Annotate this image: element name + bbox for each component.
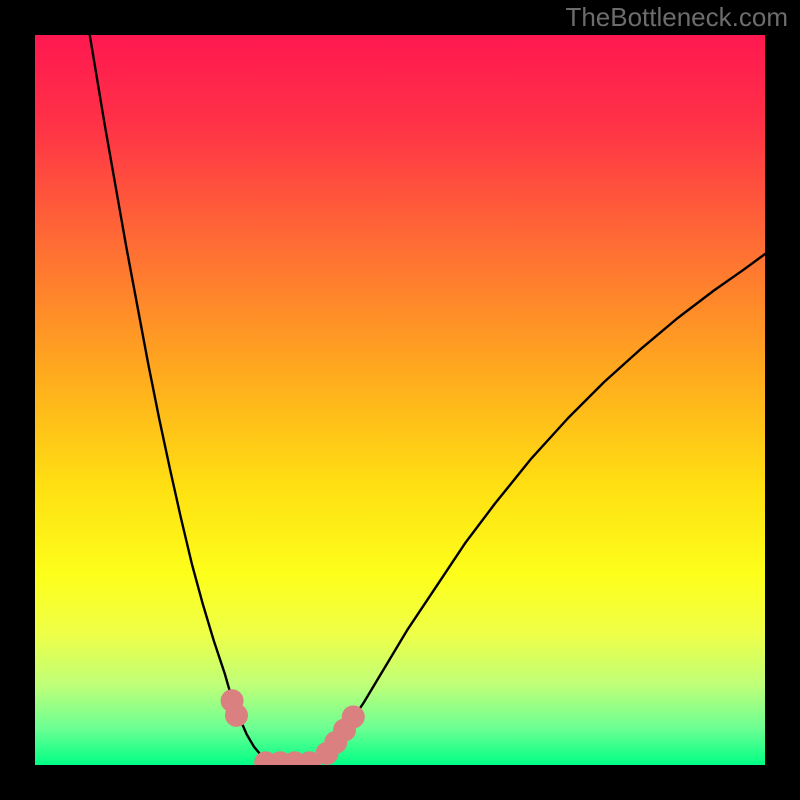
- data-marker: [225, 704, 247, 726]
- data-marker: [342, 706, 364, 728]
- plot-area: [35, 35, 765, 765]
- chart-stage: TheBottleneck.com: [0, 0, 800, 800]
- watermark-text: TheBottleneck.com: [565, 2, 788, 33]
- bottleneck-chart-svg: [0, 0, 800, 800]
